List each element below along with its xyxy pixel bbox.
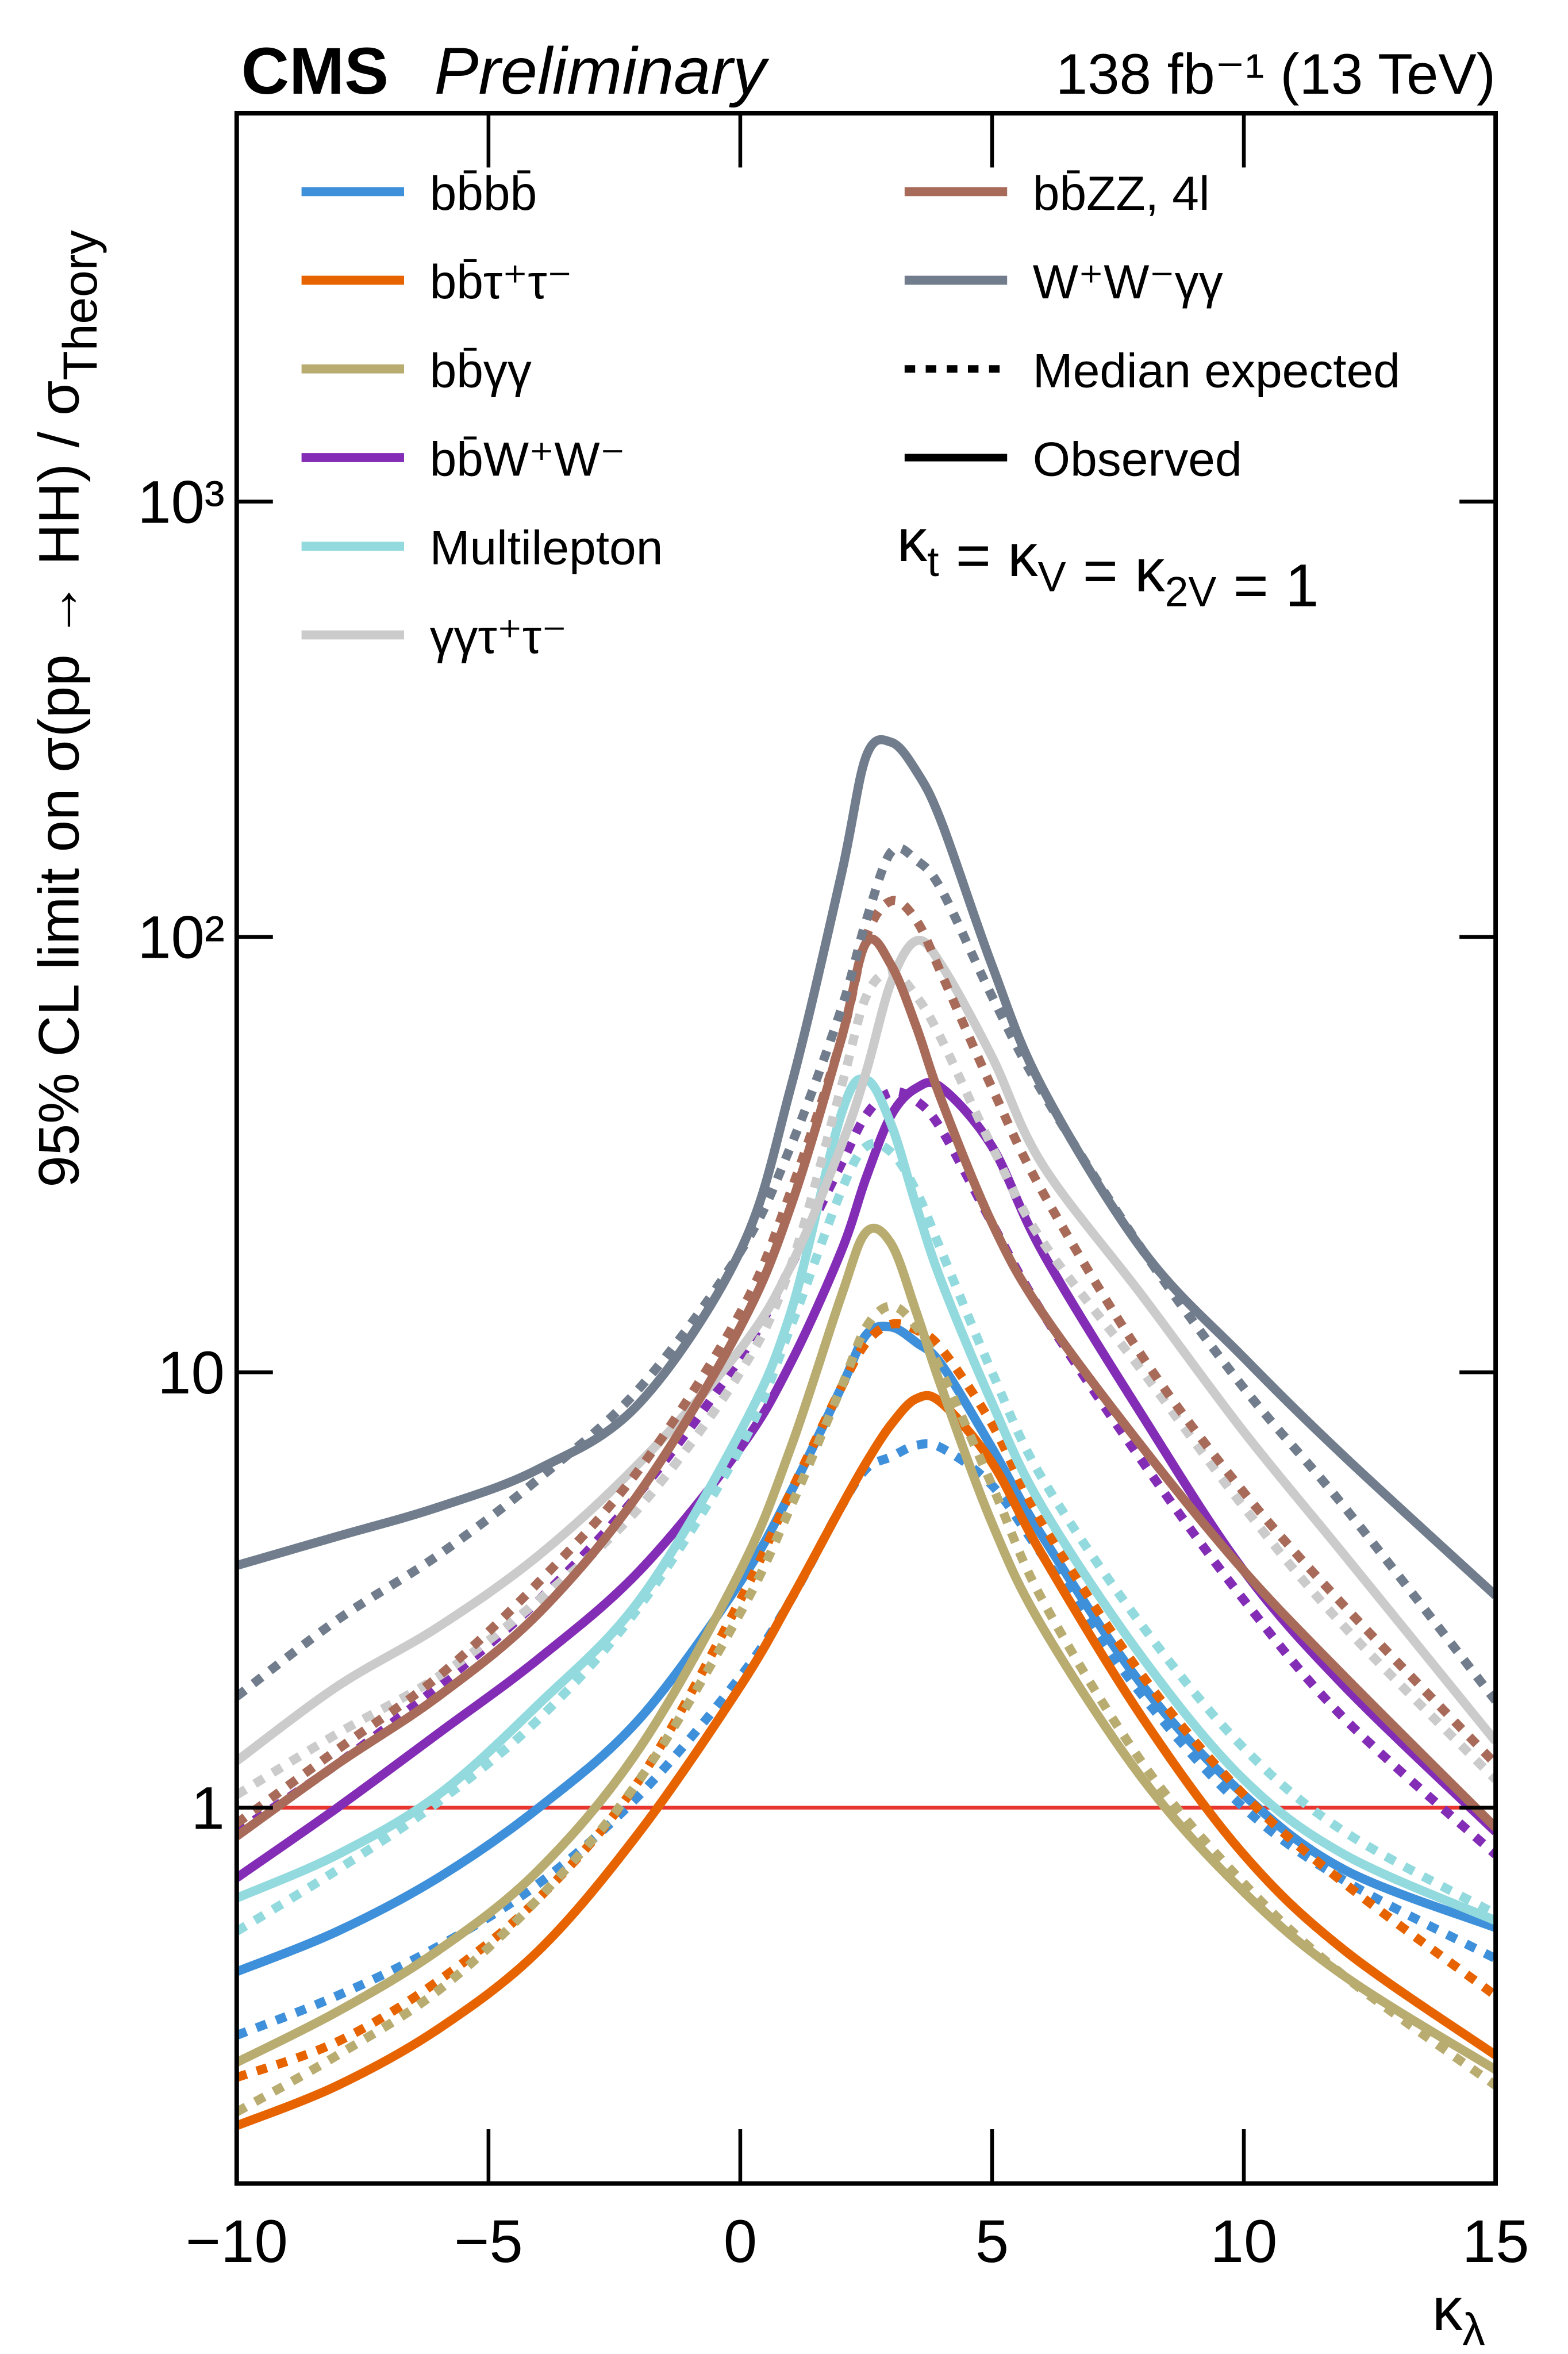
x-tick-label: −10 (186, 2208, 288, 2275)
legend-label: Median expected (1033, 343, 1400, 397)
expected-curve (236, 843, 1496, 1704)
y-axis-label-sub: Theory (53, 230, 107, 380)
x-tick-label: 5 (975, 2208, 1009, 2275)
x-tick-label: 0 (724, 2208, 757, 2275)
constraint-text: = κ (1066, 537, 1166, 604)
observed-curve (236, 735, 1496, 1599)
expected-curve (236, 1439, 1496, 2040)
expected-curve (236, 1301, 1496, 2116)
curves (236, 735, 1496, 2130)
x-tick-label: 10 (1210, 2208, 1278, 2275)
observed-curve (236, 1078, 1496, 1882)
constraint-sub: V (1038, 553, 1066, 600)
y-tick-label: 10 (157, 1339, 225, 1407)
constraint-text: = 1 (1216, 552, 1319, 620)
lumi-label: 138 fb⁻¹ (13 TeV) (1056, 43, 1496, 106)
x-tick-label: 15 (1462, 2208, 1529, 2275)
observed-curve (236, 1223, 1496, 2074)
x-tick-label: −5 (454, 2208, 523, 2275)
constraint-text: = κ (939, 522, 1039, 589)
y-tick-label: 1 (191, 1775, 224, 1842)
observed-curve (236, 935, 1496, 1765)
plot-frame (234, 110, 1498, 2186)
observed-curve (236, 1391, 1496, 2130)
legend-label: γγτ⁺τ⁻ (430, 609, 567, 663)
status-label: Preliminary (434, 34, 769, 108)
legend-label: bb̄bb̄ (430, 166, 537, 220)
y-tick-label: 10² (137, 904, 225, 971)
observed-curve (236, 934, 1496, 1840)
constraint-sub: 2V (1165, 569, 1217, 616)
y-axis-label: 95% CL limit on σ(pp → HH) / σTheory (27, 230, 106, 1187)
y-tick-label: 10³ (137, 469, 225, 536)
observed-curve (236, 1074, 1496, 1925)
legend-label: Multilepton (430, 521, 663, 575)
x-axis-label: κλ (1432, 2276, 1485, 2354)
legend-label: Observed (1033, 432, 1242, 486)
legend-label: bb̄τ⁺τ⁻ (430, 255, 572, 309)
expected-curve (236, 1319, 1496, 2082)
legend-label: bb̄W⁺W⁻ (430, 432, 625, 486)
expected-curve (236, 896, 1496, 1827)
x-axis-label-main: κ (1432, 2276, 1463, 2343)
constraint-annotation: κt = κV = κ2V = 1 (897, 507, 1319, 620)
legend-label: bb̄ZZ, 4l (1033, 166, 1210, 220)
x-axis-label-sub: λ (1462, 2304, 1485, 2354)
expected-curve (236, 1139, 1496, 1936)
experiment-label: CMS (241, 34, 389, 108)
expected-curve (236, 967, 1496, 1799)
y-axis-label-main: 95% CL limit on σ(pp → HH) / σ (27, 381, 91, 1188)
constraint-text: κ (897, 507, 928, 574)
constraint-sub: t (927, 538, 939, 585)
legend-label: bb̄γγ (430, 343, 532, 397)
legend-label: W⁺W⁻γγ (1033, 255, 1223, 309)
